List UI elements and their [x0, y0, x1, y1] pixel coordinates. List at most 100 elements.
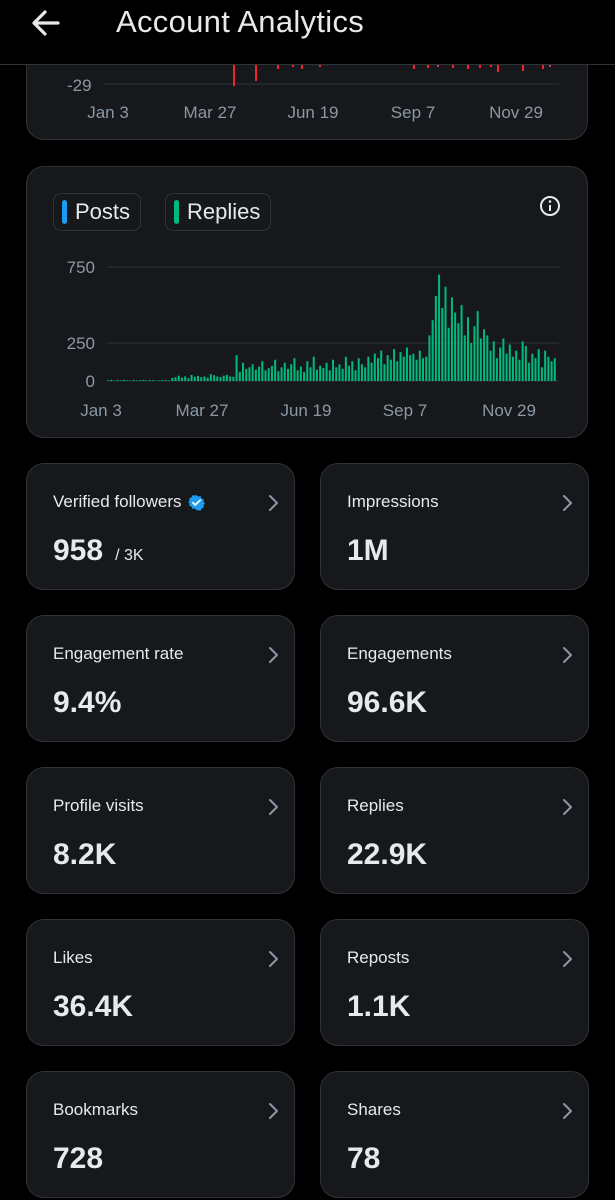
reply-bar	[216, 376, 219, 381]
stat-card-bookmarks[interactable]: Bookmarks 728	[26, 1071, 295, 1198]
chevron-right-icon[interactable]	[266, 646, 280, 664]
reply-bar	[264, 370, 267, 381]
chevron-right-icon[interactable]	[560, 950, 574, 968]
back-arrow-icon[interactable]	[28, 6, 62, 40]
top-chart-bar	[277, 61, 279, 69]
reply-bar	[377, 358, 380, 381]
reply-bar	[219, 377, 222, 381]
verified-badge-icon	[187, 494, 205, 511]
chevron-right-icon[interactable]	[560, 646, 574, 664]
reply-bar	[470, 343, 473, 381]
stat-value: 36.4K	[53, 990, 133, 1024]
reply-bar	[132, 380, 135, 381]
stat-label-text: Impressions	[347, 492, 439, 511]
stat-label: Profile visits	[53, 796, 144, 816]
top-chart-bar	[522, 61, 524, 71]
info-icon[interactable]	[539, 195, 561, 217]
chevron-right-icon[interactable]	[266, 798, 280, 816]
reply-bar	[187, 378, 190, 381]
stat-label: Impressions	[347, 492, 439, 512]
reply-bar	[116, 380, 119, 381]
stat-card-engagement-rate[interactable]: Engagement rate 9.4%	[26, 615, 295, 742]
app-header: Account Analytics	[0, 0, 615, 65]
reply-bar	[476, 311, 479, 381]
reply-bar	[422, 358, 425, 381]
top-chart-bar	[413, 61, 415, 69]
reply-bar	[238, 371, 241, 381]
chevron-right-icon[interactable]	[266, 950, 280, 968]
reply-bar	[389, 359, 392, 381]
chevron-right-icon[interactable]	[560, 494, 574, 512]
chart-y-ticks: 750 250 0	[67, 258, 95, 391]
reply-bar	[434, 295, 437, 381]
reply-bar	[270, 365, 273, 381]
stat-card-likes[interactable]: Likes 36.4K	[26, 919, 295, 1046]
reply-bar	[483, 329, 486, 381]
stat-card-impressions[interactable]: Impressions 1M	[320, 463, 589, 590]
stat-value-text: 1M	[347, 534, 389, 567]
reply-bar	[544, 350, 547, 381]
reply-bar	[489, 350, 492, 381]
reply-bar	[267, 368, 270, 381]
reply-bar	[344, 356, 347, 381]
reply-bar	[521, 341, 524, 381]
legend-posts[interactable]: Posts	[53, 193, 142, 231]
chevron-right-icon[interactable]	[266, 494, 280, 512]
stat-label: Bookmarks	[53, 1100, 138, 1120]
chevron-right-icon[interactable]	[560, 1102, 574, 1120]
stat-value: 22.9K	[347, 838, 427, 872]
reply-bar	[242, 362, 245, 381]
reply-bar	[328, 370, 331, 381]
reply-bar	[126, 380, 129, 381]
legend-posts-label: Posts	[75, 199, 131, 224]
chevron-right-icon[interactable]	[266, 1102, 280, 1120]
chevron-right-icon[interactable]	[560, 798, 574, 816]
reply-bar	[319, 365, 322, 381]
top-chart-bar	[233, 61, 235, 86]
stat-label-text: Profile visits	[53, 796, 144, 815]
top-x-tick-label: Nov 29	[489, 103, 543, 122]
stat-value-text: 22.9K	[347, 838, 428, 871]
reply-bar	[412, 353, 415, 381]
stat-card-replies[interactable]: Replies 22.9K	[320, 767, 589, 894]
legend-replies[interactable]: Replies	[165, 193, 272, 231]
reply-bar	[351, 361, 354, 381]
stat-card-profile-visits[interactable]: Profile visits 8.2K	[26, 767, 295, 894]
replies-chart: 750 250 0 Jan 3 Mar 27 Jun 19 Sep 7 Nov 29	[67, 258, 559, 420]
stat-card-shares[interactable]: Shares 78	[320, 1071, 589, 1198]
chart-bars	[107, 274, 556, 381]
reply-bar	[405, 347, 408, 381]
stat-card-reposts[interactable]: Reposts 1.1K	[320, 919, 589, 1046]
reply-bar	[315, 369, 318, 381]
reply-bar	[553, 358, 556, 381]
top-chart-bar	[467, 61, 469, 69]
reply-bar	[505, 353, 508, 381]
reply-bar	[450, 297, 453, 381]
stat-card-engagements[interactable]: Engagements 96.6K	[320, 615, 589, 742]
stat-label-text: Engagements	[347, 644, 452, 663]
stat-label: Reposts	[347, 948, 409, 968]
reply-bar	[213, 375, 216, 381]
reply-bar	[415, 359, 418, 381]
reply-bar	[312, 356, 315, 381]
top-chart-bar	[542, 61, 544, 69]
y-tick-label: 750	[67, 258, 95, 277]
reply-bar	[499, 347, 502, 381]
reply-bar	[293, 358, 296, 381]
stat-value: 96.6K	[347, 686, 427, 720]
reply-bar	[135, 380, 138, 381]
stat-value: 78	[347, 1142, 380, 1176]
reply-bar	[299, 366, 302, 381]
activity-chart-card: Posts Replies 750 250 0 Jan 3 Mar 27 Jun 19 S…	[26, 166, 588, 438]
reply-bar	[110, 379, 113, 381]
reply-bar	[547, 356, 550, 381]
top-x-tick-label: Mar 27	[184, 103, 237, 122]
reply-bar	[495, 358, 498, 381]
reply-bar	[283, 362, 286, 381]
reply-bar	[280, 367, 283, 381]
reply-bar	[232, 376, 235, 381]
stat-card-verified-followers[interactable]: Verified followers 958 / 3K	[26, 463, 295, 590]
reply-bar	[174, 377, 177, 381]
reply-bar	[486, 335, 489, 381]
reply-bar	[148, 380, 151, 381]
